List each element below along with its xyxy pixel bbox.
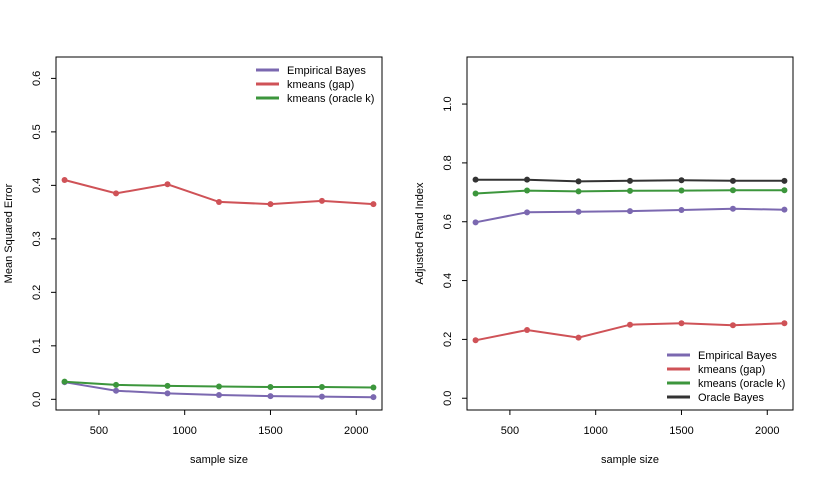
data-point-kmeans-gap: [113, 190, 120, 197]
data-point-empirical-bayes: [113, 387, 120, 394]
y-tick-label: 0.2: [31, 285, 43, 300]
data-point-kmeans-gap: [472, 337, 479, 344]
data-point-empirical-bayes: [678, 206, 685, 213]
legend-label: kmeans (gap): [287, 79, 354, 91]
y-tick-label: 0.6: [442, 214, 454, 229]
x-tick-label: 1000: [172, 425, 196, 437]
data-point-kmeans-oracle: [164, 382, 171, 389]
data-point-kmeans-gap: [678, 320, 685, 327]
data-point-kmeans-gap: [729, 322, 736, 329]
x-tick-label: 1500: [258, 425, 282, 437]
y-tick-label: 1.0: [442, 96, 454, 111]
data-point-kmeans-gap: [216, 198, 222, 205]
data-point-kmeans-gap: [627, 321, 633, 328]
data-point-oracle-bayes: [627, 177, 633, 184]
legend-label: kmeans (gap): [698, 364, 765, 376]
y-tick-label: 0.4: [31, 178, 43, 193]
y-tick-label: 0.6: [31, 71, 43, 86]
y-tick-label: 0.1: [31, 338, 43, 353]
data-point-oracle-bayes: [678, 177, 685, 184]
y-tick-label: 0.3: [31, 231, 43, 246]
plot-frame: [466, 56, 794, 411]
data-point-kmeans-gap: [267, 201, 274, 208]
chart-panel-2: 500 1000 1500 2000 0.0 0.2 0.4 0.6 0.8 1.0 sample …: [414, 56, 794, 466]
data-point-empirical-bayes: [781, 206, 788, 213]
data-point-kmeans-gap: [318, 197, 325, 204]
data-point-kmeans-oracle: [370, 384, 377, 391]
y-tick-label: 0.2: [442, 332, 454, 347]
data-point-empirical-bayes: [472, 219, 479, 226]
data-point-oracle-bayes: [781, 177, 788, 184]
legend-label: kmeans (oracle k): [698, 378, 785, 390]
data-point-kmeans-oracle: [575, 188, 582, 195]
y-tick-label: 0.0: [31, 392, 43, 407]
legend-label: Empirical Bayes: [698, 350, 777, 362]
y-tick-label: 0.5: [31, 124, 43, 139]
data-point-oracle-bayes: [472, 176, 479, 183]
data-point-oracle-bayes: [729, 177, 736, 184]
x-axis-title: sample size: [190, 454, 248, 466]
x-tick-label: 1000: [583, 425, 607, 437]
x-tick-label: 1500: [669, 425, 693, 437]
data-point-kmeans-oracle: [729, 187, 736, 194]
data-point-kmeans-oracle: [524, 187, 531, 194]
data-point-kmeans-gap: [524, 326, 531, 333]
chart-panel-1: 500 1000 1500 2000 0.0 0.1 0.2 0.3 0.4 0.5 0.6 samp…: [3, 56, 383, 466]
data-point-kmeans-gap: [164, 181, 171, 188]
data-point-kmeans-gap: [575, 334, 582, 341]
y-tick-label: 0.8: [442, 155, 454, 170]
data-point-kmeans-gap: [781, 320, 788, 327]
legend-label: kmeans (oracle k): [287, 93, 374, 105]
data-point-empirical-bayes: [575, 208, 582, 215]
y-axis-title: Mean Squared Error: [3, 183, 15, 283]
x-axis-title: sample size: [601, 454, 659, 466]
data-point-oracle-bayes: [575, 178, 582, 185]
data-point-kmeans-oracle: [678, 187, 685, 194]
data-point-empirical-bayes: [627, 208, 633, 215]
data-point-kmeans-oracle: [61, 378, 68, 385]
data-point-kmeans-oracle: [216, 383, 222, 390]
data-point-empirical-bayes: [216, 392, 222, 399]
data-point-kmeans-oracle: [267, 384, 274, 391]
data-point-kmeans-gap: [61, 177, 68, 184]
legend: Empirical Bayes kmeans (gap) kmeans (oracl…: [256, 65, 374, 105]
legend-label: Oracle Bayes: [698, 392, 765, 404]
data-point-empirical-bayes: [729, 205, 736, 212]
legend-label: Empirical Bayes: [287, 65, 366, 77]
data-point-kmeans-oracle: [627, 187, 633, 194]
data-point-kmeans-gap: [370, 201, 377, 208]
data-point-empirical-bayes: [524, 209, 531, 216]
data-point-empirical-bayes: [164, 390, 171, 397]
data-point-oracle-bayes: [524, 176, 531, 183]
y-axis-title: Adjusted Rand Index: [414, 182, 426, 285]
y-tick-label: 0.0: [442, 391, 454, 406]
data-point-kmeans-oracle: [781, 187, 788, 194]
x-tick-label: 500: [90, 425, 108, 437]
data-point-empirical-bayes: [318, 393, 325, 400]
data-point-empirical-bayes: [267, 393, 274, 400]
data-point-kmeans-oracle: [318, 384, 325, 391]
data-point-kmeans-oracle: [472, 190, 479, 197]
x-tick-label: 2000: [755, 425, 779, 437]
plot-frame: [55, 56, 383, 411]
x-tick-label: 2000: [344, 425, 368, 437]
y-tick-label: 0.4: [442, 273, 454, 288]
data-point-empirical-bayes: [370, 394, 377, 401]
data-point-kmeans-oracle: [113, 381, 120, 388]
legend: Empirical Bayes kmeans (gap) kmeans (oracl…: [667, 350, 785, 404]
x-tick-label: 500: [501, 425, 519, 437]
